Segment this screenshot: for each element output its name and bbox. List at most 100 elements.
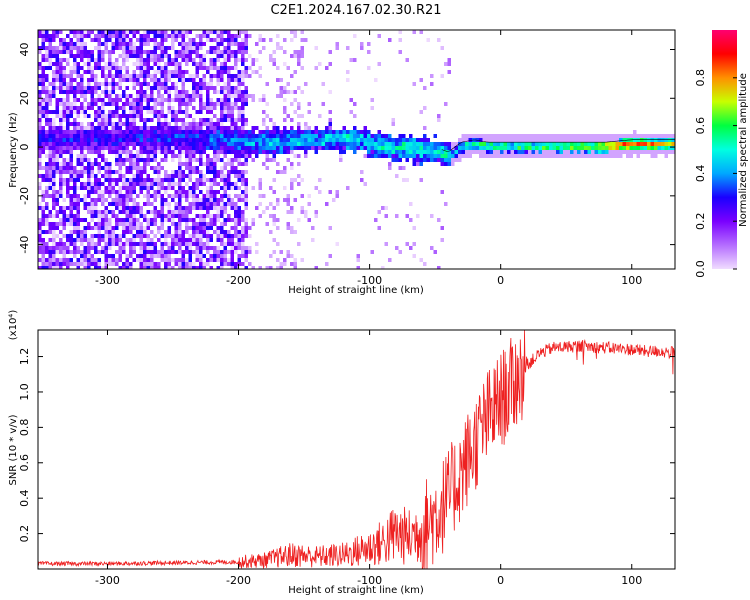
heatmap-cell: [41, 78, 45, 82]
heatmap-cell: [125, 194, 129, 198]
spectrogram-x-tick-label: -100: [357, 274, 382, 287]
heatmap-cell: [227, 238, 231, 242]
heatmap-cell: [160, 234, 164, 238]
heatmap-cell: [90, 174, 94, 178]
heatmap-cell: [223, 46, 227, 50]
heatmap-cell: [146, 210, 150, 214]
heatmap-cell: [115, 98, 119, 102]
heatmap-cell: [601, 142, 605, 146]
heatmap-cell: [108, 246, 112, 250]
heatmap-cell: [220, 206, 224, 210]
heatmap-cell: [111, 134, 115, 138]
heatmap-cell: [69, 150, 73, 154]
heatmap-cell: [223, 98, 227, 102]
heatmap-cell: [118, 138, 122, 142]
heatmap-cell: [178, 54, 182, 58]
heatmap-cell: [174, 154, 178, 158]
heatmap-cell: [220, 102, 224, 106]
heatmap-cell: [153, 170, 157, 174]
heatmap-cell: [230, 218, 234, 222]
heatmap-cell: [41, 58, 45, 62]
heatmap-cell: [178, 166, 182, 170]
heatmap-cell: [80, 262, 84, 266]
heatmap-cell: [269, 230, 273, 234]
heatmap-cell: [423, 262, 427, 266]
heatmap-cell: [570, 134, 574, 138]
heatmap-cell: [136, 206, 140, 210]
heatmap-cell: [62, 110, 66, 114]
heatmap-cell: [671, 150, 675, 154]
heatmap-cell: [269, 158, 273, 162]
heatmap-cell: [171, 114, 175, 118]
heatmap-cell: [125, 206, 129, 210]
spectrogram-y-tick-label: 0: [18, 144, 31, 151]
heatmap-cell: [209, 214, 213, 218]
heatmap-cell: [122, 106, 126, 110]
heatmap-cell: [139, 42, 143, 46]
heatmap-cell: [304, 126, 308, 130]
heatmap-cell: [167, 110, 171, 114]
heatmap-cell: [41, 246, 45, 250]
heatmap-cell: [426, 154, 430, 158]
heatmap-cell: [48, 122, 52, 126]
heatmap-cell: [171, 194, 175, 198]
heatmap-cell: [132, 162, 136, 166]
heatmap-cell: [160, 166, 164, 170]
heatmap-cell: [104, 82, 108, 86]
heatmap-cell: [276, 46, 280, 50]
heatmap-cell: [437, 158, 441, 162]
heatmap-cell: [360, 42, 364, 46]
heatmap-cell: [391, 158, 395, 162]
heatmap-cell: [59, 262, 63, 266]
heatmap-cell: [122, 114, 126, 118]
heatmap-cell: [87, 246, 91, 250]
heatmap-cell: [73, 98, 77, 102]
heatmap-cell: [188, 114, 192, 118]
heatmap-cell: [395, 142, 399, 146]
heatmap-cell: [314, 134, 318, 138]
heatmap-cell: [293, 70, 297, 74]
heatmap-cell: [164, 114, 168, 118]
heatmap-cell: [118, 202, 122, 206]
heatmap-cell: [118, 122, 122, 126]
heatmap-cell: [111, 66, 115, 70]
heatmap-cell: [69, 38, 73, 42]
spectrogram-y-label: Frequency (Hz): [8, 112, 19, 188]
heatmap-cell: [125, 198, 129, 202]
heatmap-cell: [80, 34, 84, 38]
heatmap-cell: [199, 226, 203, 230]
heatmap-cell: [146, 226, 150, 230]
heatmap-cell: [167, 194, 171, 198]
heatmap-cell: [108, 254, 112, 258]
heatmap-cell: [244, 42, 248, 46]
heatmap-cell: [160, 42, 164, 46]
heatmap-cell: [314, 66, 318, 70]
heatmap-cell: [202, 66, 206, 70]
heatmap-cell: [472, 142, 476, 146]
heatmap-cell: [115, 38, 119, 42]
heatmap-cell: [227, 134, 231, 138]
heatmap-cell: [185, 62, 189, 66]
heatmap-cell: [146, 38, 150, 42]
heatmap-cell: [199, 150, 203, 154]
heatmap-cell: [108, 170, 112, 174]
heatmap-cell: [304, 134, 308, 138]
heatmap-cell: [181, 74, 185, 78]
heatmap-cell: [69, 86, 73, 90]
heatmap-cell: [290, 230, 294, 234]
heatmap-cell: [41, 254, 45, 258]
heatmap-cell: [181, 230, 185, 234]
heatmap-cell: [66, 74, 70, 78]
heatmap-cell: [132, 154, 136, 158]
heatmap-cell: [493, 134, 497, 138]
heatmap-cell: [146, 118, 150, 122]
heatmap-cell: [125, 50, 129, 54]
heatmap-cell: [167, 94, 171, 98]
heatmap-cell: [234, 94, 238, 98]
heatmap-cell: [111, 258, 115, 262]
heatmap-cell: [174, 222, 178, 226]
heatmap-cell: [122, 42, 126, 46]
heatmap-cell: [97, 230, 101, 234]
heatmap-cell: [517, 154, 521, 158]
heatmap-cell: [104, 206, 108, 210]
